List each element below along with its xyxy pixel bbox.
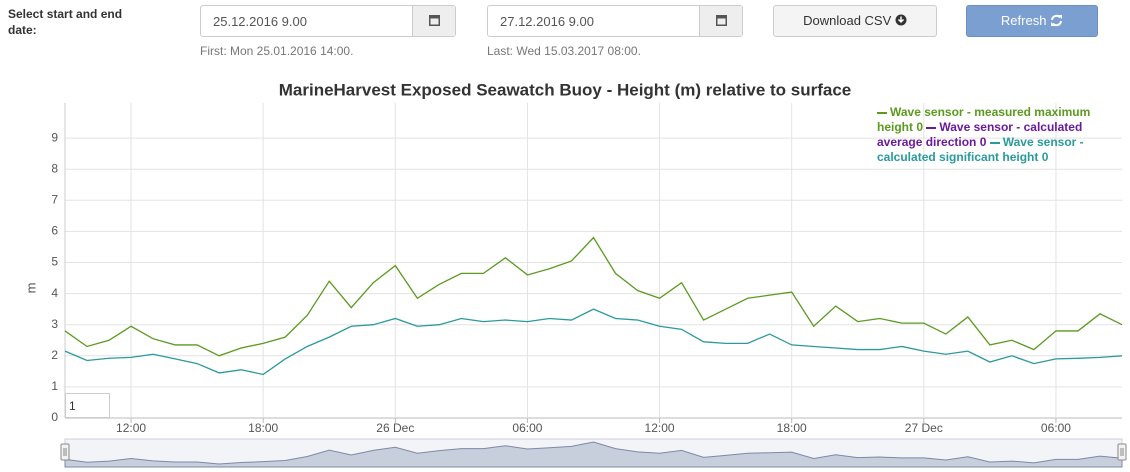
range-input[interactable]: 1 xyxy=(65,393,110,418)
y-tick-label: 7 xyxy=(51,192,58,206)
chart-title: MarineHarvest Exposed Seawatch Buoy - He… xyxy=(279,80,852,99)
legend: Wave sensor - measured maximum height 0 … xyxy=(877,105,1103,165)
y-axis-label: m xyxy=(23,283,38,294)
end-input[interactable]: 27.12.2016 9.00 xyxy=(487,5,743,37)
refresh-text: Refresh xyxy=(1000,13,1047,28)
legend-swatch xyxy=(926,126,937,129)
y-tick-label: 5 xyxy=(51,255,58,269)
y-tick-label: 1 xyxy=(51,379,58,393)
start-input[interactable]: 25.12.2016 9.00 xyxy=(200,5,456,37)
y-tick-label: 0 xyxy=(51,410,58,424)
series-line xyxy=(64,308,1123,376)
download-icon xyxy=(895,14,907,26)
legend-swatch xyxy=(877,111,887,114)
start-value: 25.12.2016 9.00 xyxy=(213,14,307,29)
y-tick-label: 6 xyxy=(51,224,58,238)
x-tick-label: 12:00 xyxy=(116,421,146,435)
x-tick-label: 18:00 xyxy=(777,421,807,435)
x-tick-label: 06:00 xyxy=(1041,421,1071,435)
y-tick-label: 2 xyxy=(51,348,58,362)
y-tick-label: 9 xyxy=(51,130,58,144)
legend-entry[interactable]: Wave sensor - calculated significant hei… xyxy=(877,135,1084,164)
y-tick-label: 8 xyxy=(51,161,58,175)
navigator-handle xyxy=(1117,443,1127,461)
end-value: 27.12.2016 9.00 xyxy=(500,14,594,29)
y-tick-label: 3 xyxy=(51,317,58,331)
first-date: First: Mon 25.01.2016 14:00. xyxy=(200,44,354,58)
calendar-icon xyxy=(716,15,727,26)
last-date: Last: Wed 15.03.2017 08:00. xyxy=(487,44,641,58)
calendar-icon xyxy=(429,15,440,26)
x-tick-label: 06:00 xyxy=(512,421,542,435)
x-tick-label: 12:00 xyxy=(645,421,675,435)
download-button[interactable]: Download CSV xyxy=(773,5,937,37)
x-tick-label: 27 Dec xyxy=(905,421,943,435)
calendar-button[interactable] xyxy=(699,6,742,36)
y-tick-label: 4 xyxy=(51,286,58,300)
legend-entry[interactable]: Wave sensor - measured maximum height 0 xyxy=(877,105,1091,134)
x-tick-label: 26 Dec xyxy=(376,421,414,435)
navigator-handle xyxy=(60,443,70,461)
legend-swatch xyxy=(989,141,1000,144)
refresh-button[interactable]: Refresh xyxy=(966,5,1098,37)
download-text: Download CSV xyxy=(803,13,892,28)
x-tick-label: 18:00 xyxy=(248,421,278,435)
calendar-button[interactable] xyxy=(412,6,455,36)
series-line xyxy=(64,236,1123,357)
date-label: Select start and end date: xyxy=(8,7,123,37)
navigator-area xyxy=(64,441,1123,468)
legend-entry[interactable]: Wave sensor - calculated average directi… xyxy=(877,120,1083,149)
refresh-icon xyxy=(1051,14,1063,27)
